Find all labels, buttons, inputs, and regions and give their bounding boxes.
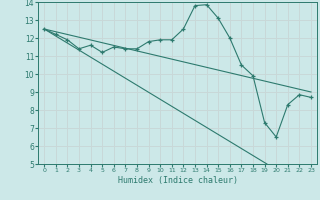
- X-axis label: Humidex (Indice chaleur): Humidex (Indice chaleur): [118, 176, 238, 185]
